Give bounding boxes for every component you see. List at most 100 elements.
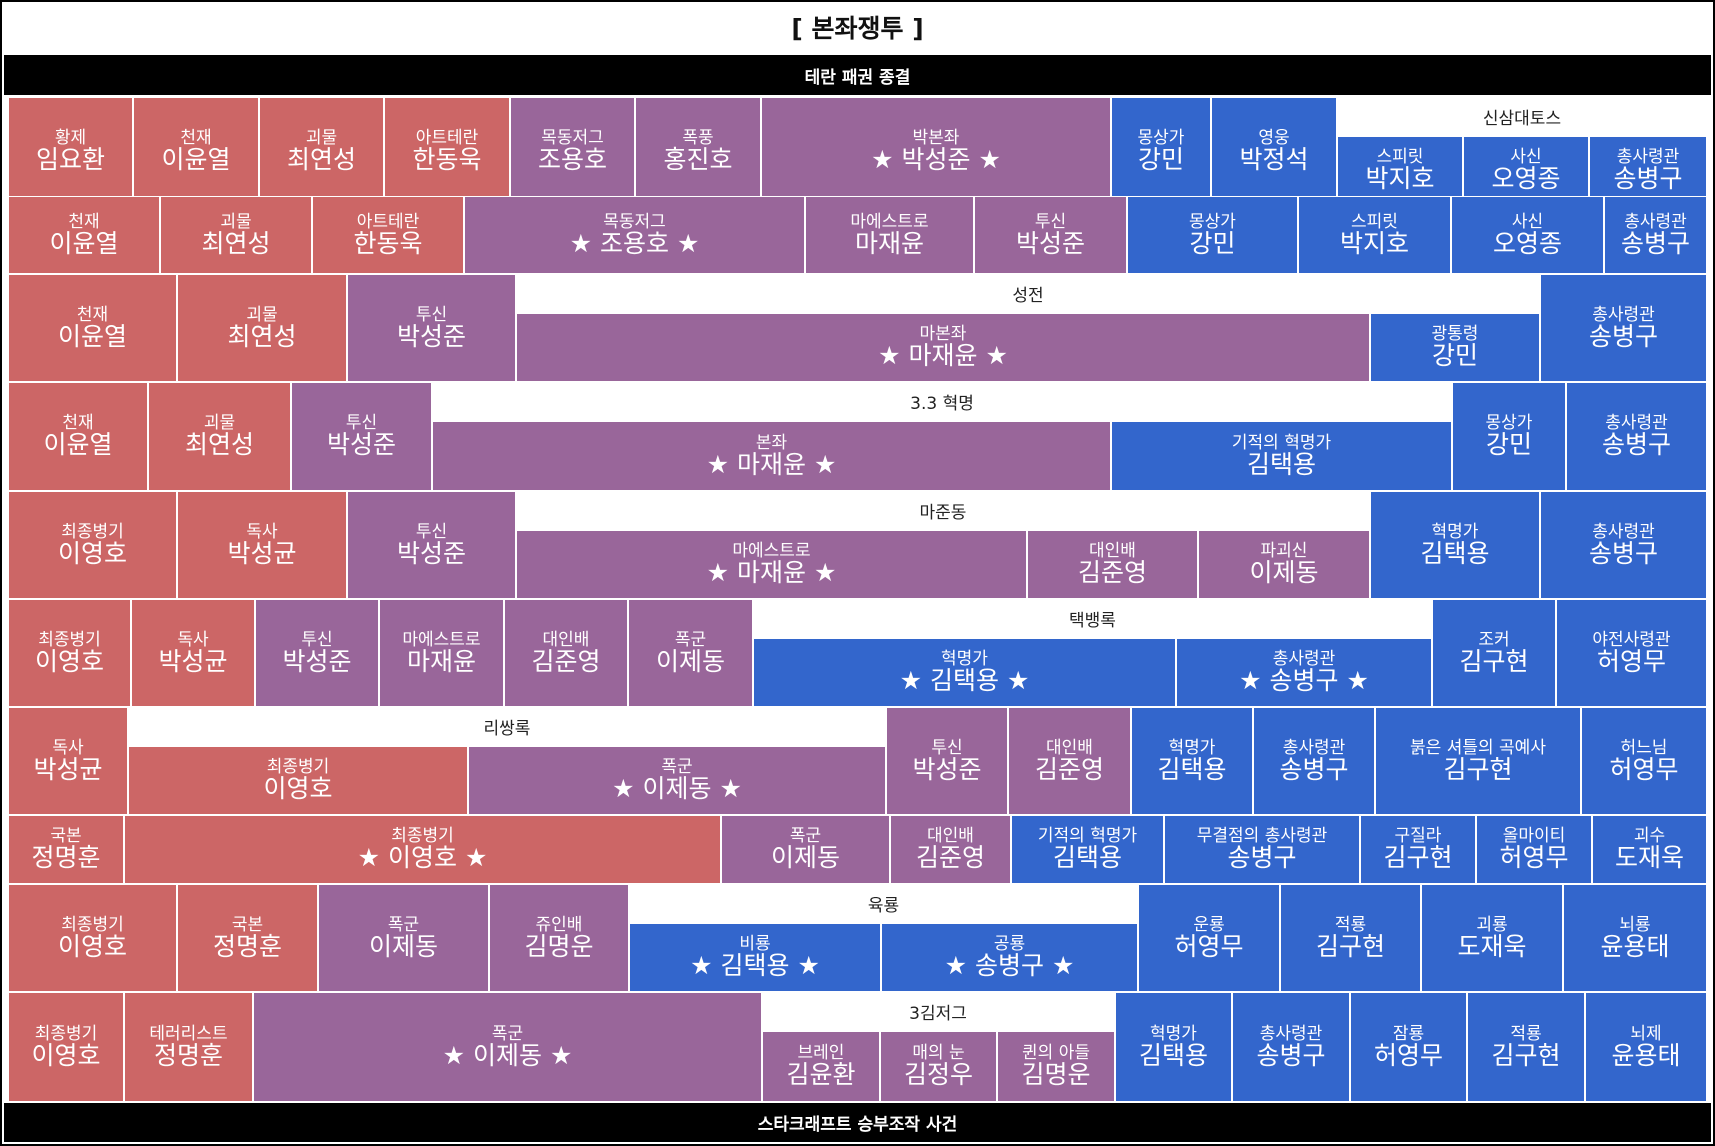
player-name: 강민 bbox=[1485, 430, 1532, 460]
player-name: 이제동 bbox=[655, 646, 725, 676]
player-cell: 대인배 김준영 bbox=[504, 599, 628, 707]
player-title: 최종병기 bbox=[266, 757, 330, 778]
player-name: ★ 이영호 ★ bbox=[357, 843, 488, 873]
player-cell: 허느님 허영무 bbox=[1581, 707, 1707, 815]
player-name: 최연성 bbox=[227, 321, 297, 351]
player-title: 목동저그 bbox=[541, 127, 604, 148]
player-title: 사신 bbox=[1511, 211, 1544, 232]
player-name: 김준영 bbox=[915, 843, 985, 873]
player-title: 올마이티 bbox=[1502, 826, 1566, 847]
player-cell: 매의 눈 김정우 bbox=[880, 1031, 997, 1102]
player-title: 천재 bbox=[180, 127, 212, 148]
page-title: [ 본좌쟁투 ] bbox=[791, 14, 924, 43]
player-cell: 투신 박성준 bbox=[974, 196, 1127, 274]
player-title: 비룡 bbox=[739, 934, 771, 955]
player-title: 최종병기 bbox=[391, 826, 454, 847]
player-cell: 투신 박성준 bbox=[291, 382, 432, 491]
player-name: 박성균 bbox=[158, 646, 228, 676]
player-name: 박성준 bbox=[396, 538, 466, 568]
player-name: 이윤열 bbox=[43, 430, 113, 460]
player-name: 김정우 bbox=[903, 1060, 973, 1090]
player-cell: 투신 박성준 bbox=[255, 599, 379, 707]
player-title: 폭군 bbox=[387, 914, 420, 935]
player-name: 강민 bbox=[1431, 341, 1478, 371]
player-name: 박성균 bbox=[227, 538, 297, 568]
player-title: 마에스트로 bbox=[732, 541, 811, 562]
player-title: 붉은 셔틀의 곡예사 bbox=[1410, 737, 1546, 758]
player-name: 박성준 bbox=[396, 321, 466, 351]
player-cell: 혁명가 김택용 bbox=[1131, 707, 1253, 815]
player-name: ★ 김택용 ★ bbox=[690, 951, 820, 981]
player-title: 브레인 bbox=[797, 1043, 845, 1064]
player-name: 송병구 bbox=[1279, 754, 1349, 784]
player-name: 허영무 bbox=[1373, 1040, 1443, 1070]
player-name: 한동욱 bbox=[353, 228, 423, 258]
player-name: 김구현 bbox=[1491, 1040, 1561, 1070]
player-name: 김명운 bbox=[524, 931, 594, 961]
player-title: 아트테란 bbox=[415, 127, 479, 148]
era-row: 마준동 최종병기 이영호 독사 박성균 투신 박성준 마에스트로 ★ 마재윤 ★ 대인배 김준영 파괴… bbox=[8, 491, 1707, 599]
player-cell: 퀸의 아들 김명운 bbox=[997, 1031, 1115, 1102]
player-name: 김택용 bbox=[1157, 754, 1227, 784]
player-name: 마재윤 bbox=[854, 228, 924, 258]
player-name: ★ 조용호 ★ bbox=[569, 228, 700, 258]
player-cell: 테러리스트 정명훈 bbox=[124, 992, 253, 1102]
player-cell: 폭군 이제동 bbox=[721, 815, 890, 884]
player-cell: 목동저그 ★ 조용호 ★ bbox=[464, 196, 805, 274]
player-title: 마본좌 bbox=[919, 324, 967, 345]
player-title: 총사령관 bbox=[1616, 147, 1680, 168]
player-name: ★ 박성준 ★ bbox=[871, 144, 1001, 174]
player-title: 총사령관 bbox=[1605, 413, 1668, 434]
player-cell: 괴물 최연성 bbox=[148, 382, 291, 491]
player-cell: 총사령관 송병구 bbox=[1604, 196, 1707, 274]
player-cell: 괴물 최연성 bbox=[160, 196, 312, 274]
player-cell: 국본 정명훈 bbox=[8, 815, 124, 884]
player-title: 총사령관 bbox=[1624, 211, 1687, 232]
player-title: 적룡 bbox=[1334, 914, 1367, 935]
player-title: 야전사령관 bbox=[1592, 629, 1671, 650]
player-name: 박성균 bbox=[33, 754, 103, 784]
player-title: 무결점의 총사령관 bbox=[1196, 826, 1328, 847]
player-title: 공룡 bbox=[993, 934, 1026, 955]
player-name: 홍진호 bbox=[663, 144, 733, 174]
era-label: 육룡 bbox=[629, 884, 1138, 923]
player-cell: 혁명가 김택용 bbox=[1115, 992, 1232, 1102]
era-row: 3김저그 최종병기 이영호 테러리스트 정명훈 폭군 ★ 이제동 ★ 브레인 김윤환 매의 눈 김정… bbox=[8, 992, 1707, 1102]
player-name: 송병구 bbox=[1588, 321, 1658, 351]
player-cell: 국본 정명훈 bbox=[177, 884, 318, 992]
player-cell: 마에스트로 ★ 마재윤 ★ bbox=[516, 530, 1027, 599]
player-cell: 무결점의 총사령관 송병구 bbox=[1164, 815, 1360, 884]
era-label: 마준동 bbox=[516, 491, 1370, 530]
player-cell: 폭군 이제동 bbox=[318, 884, 489, 992]
player-title: 기적의 혁명가 bbox=[1231, 432, 1332, 453]
player-title: 본좌 bbox=[755, 432, 788, 453]
player-cell: 황제 임요환 bbox=[8, 97, 133, 205]
player-title: 총사령관 bbox=[1272, 649, 1336, 670]
player-name: ★ 송병구 ★ bbox=[1239, 666, 1369, 696]
player-cell: 총사령관 송병구 bbox=[1566, 382, 1707, 491]
player-cell: 쥬인배 김명운 bbox=[489, 884, 629, 992]
player-cell: 독사 박성균 bbox=[131, 599, 255, 707]
player-cell: 몽상가 강민 bbox=[1111, 97, 1211, 205]
era-row: 3.3 혁명 천재 이윤열 괴물 최연성 투신 박성준 본좌 ★ 마재윤 ★ 기적의 혁명가 김택용… bbox=[8, 382, 1707, 491]
player-cell: 총사령관 ★ 송병구 ★ bbox=[1176, 638, 1432, 707]
player-cell: 최종병기 이영호 bbox=[8, 992, 124, 1102]
player-title: 잠룡 bbox=[1392, 1023, 1425, 1044]
player-title: 천재 bbox=[68, 211, 100, 232]
player-name: 송병구 bbox=[1613, 164, 1683, 194]
player-cell: 기적의 혁명가 김택용 bbox=[1111, 421, 1452, 491]
player-cell: 사신 오영종 bbox=[1463, 136, 1589, 205]
player-title: 총사령관 bbox=[1282, 737, 1346, 758]
bottom-banner: 스타크래프트 승부조작 사건 bbox=[4, 1103, 1711, 1142]
player-name: 오영종 bbox=[1492, 228, 1562, 258]
player-title: 사신 bbox=[1510, 147, 1542, 168]
player-name: 박성준 bbox=[1015, 228, 1085, 258]
player-title: 테러리스트 bbox=[149, 1023, 228, 1044]
player-title: 구질라 bbox=[1394, 826, 1442, 847]
player-name: 한동욱 bbox=[412, 144, 482, 174]
era-label: 신삼대토스 bbox=[1337, 97, 1707, 136]
player-name: 마재윤 bbox=[406, 646, 476, 676]
player-name: 이윤열 bbox=[57, 321, 127, 351]
